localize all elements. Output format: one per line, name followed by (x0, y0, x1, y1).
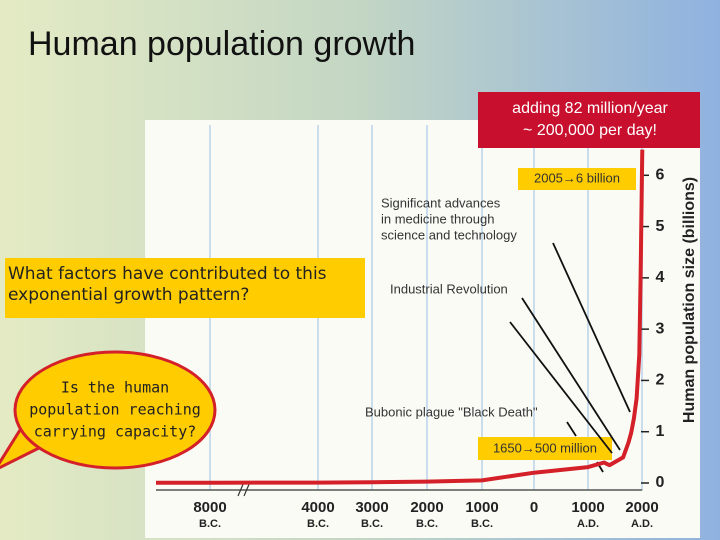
x-tick-era: B.C. (471, 518, 493, 530)
x-tick-era: B.C. (199, 518, 221, 530)
x-tick-label: 2000 (410, 499, 443, 516)
annotation: 1650→500 million (493, 440, 597, 455)
x-tick-era: A.D. (631, 518, 653, 530)
annotation: Bubonic plague "Black Death" (365, 404, 538, 419)
y-tick-label: 0 (656, 474, 665, 491)
pointer (509, 321, 613, 454)
y-tick-label: 2 (656, 372, 665, 389)
question-wrap: What factors have contributed to this ex… (8, 264, 327, 305)
x-tick-era: B.C. (307, 518, 329, 530)
pointer (566, 421, 577, 437)
annotation: Significant advances (381, 195, 501, 210)
y-tick-label: 3 (656, 320, 665, 337)
question-box (5, 258, 365, 318)
annotation: 2005→6 billion (534, 170, 620, 185)
y-tick-label: 6 (656, 167, 665, 184)
speech-bubble (13, 350, 217, 470)
bubble-text: Is the human (61, 379, 169, 397)
annotation: Industrial Revolution (390, 281, 508, 296)
x-tick-era: A.D. (577, 518, 599, 530)
callout-box (478, 92, 700, 148)
x-tick-label: 8000 (193, 499, 226, 516)
x-tick-label: 1000 (465, 499, 498, 516)
slide-title: Human population growth (28, 25, 415, 63)
annotation: in medicine through (381, 211, 494, 226)
x-tick-era: B.C. (361, 518, 383, 530)
x-tick-label: 0 (530, 499, 538, 516)
x-tick-label: 1000 (571, 499, 604, 516)
annotation: science and technology (381, 227, 517, 242)
x-tick-label: 4000 (301, 499, 334, 516)
pointer (552, 242, 631, 413)
x-tick-label: 3000 (355, 499, 388, 516)
plot: 8000 B.C. 4000 B.C. 3000 B.C. 2000 B.C. 1000 B.C.… (155, 125, 698, 530)
bubble-text: carrying capacity? (34, 423, 197, 441)
x-tick-era: B.C. (416, 518, 438, 530)
callout-text: ~ 200,000 per day! (523, 122, 657, 139)
milestone-box (478, 437, 612, 460)
question: What factors have contributed to this ex… (8, 264, 327, 305)
milestone-box (518, 168, 636, 190)
pointer (521, 297, 621, 451)
bubble-text: population reaching (29, 401, 201, 419)
y-tick-label: 5 (656, 218, 665, 235)
y-tick-label: 4 (656, 269, 665, 286)
x-tick-label: 2000 (625, 499, 658, 516)
population-line (155, 149, 645, 485)
y-axis-label: Human population size (billions) (681, 177, 698, 423)
y-tick-label: 1 (656, 423, 665, 440)
callout-text: adding 82 million/year (512, 100, 668, 117)
